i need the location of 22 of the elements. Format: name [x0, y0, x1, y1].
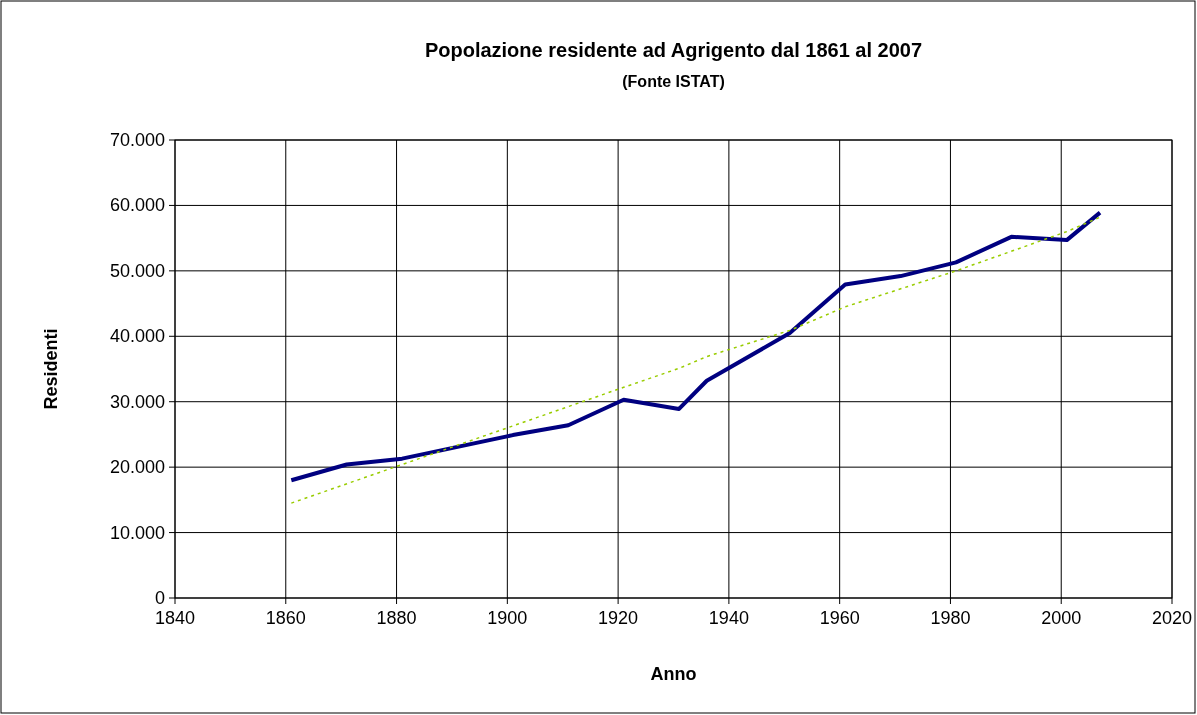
y-tick-label: 0	[154, 588, 165, 608]
y-tick-label: 40.000	[109, 326, 165, 347]
y-tick-label: 50.000	[109, 260, 165, 281]
x-tick-label: 1940	[708, 608, 749, 628]
y-axis-title: Residenti	[41, 328, 61, 410]
y-tick-label: 30.000	[109, 391, 165, 412]
chart-subtitle: (Fonte ISTAT)	[622, 73, 725, 90]
x-tick-label: 1860	[265, 608, 306, 628]
chart-title: Popolazione residente ad Agrigento dal 1861 al 2007	[424, 39, 923, 61]
y-tick-label: 70.000	[109, 130, 165, 150]
y-tick-label: 20.000	[109, 457, 165, 478]
x-tick-label: 1880	[376, 608, 417, 628]
y-tick-label: 10.000	[109, 522, 165, 543]
x-tick-label: 1900	[487, 608, 528, 628]
x-tick-label: 1980	[930, 608, 971, 628]
x-tick-label: 1960	[819, 608, 860, 628]
y-tick-label: 60.000	[109, 195, 165, 216]
x-tick-label: 1920	[598, 608, 639, 628]
x-tick-label: 2020	[1151, 608, 1193, 628]
x-tick-label: 1840	[154, 608, 196, 628]
x-tick-label: 2000	[1041, 608, 1082, 628]
x-axis-title: Anno	[650, 664, 697, 684]
